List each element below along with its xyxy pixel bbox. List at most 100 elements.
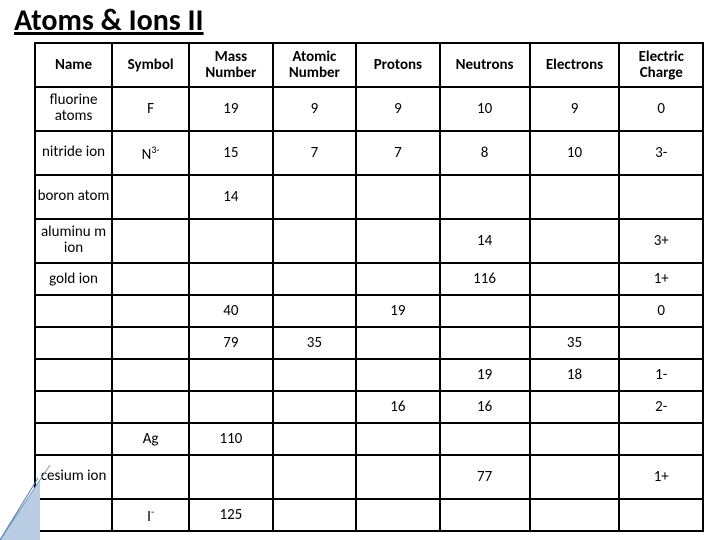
table-cell: 3-	[619, 131, 703, 175]
table-cell	[112, 219, 189, 263]
table-cell	[530, 219, 620, 263]
table-cell: Ag	[112, 423, 189, 455]
table-row: 793535	[35, 327, 703, 359]
table-cell: 16	[356, 391, 440, 423]
table-cell: 3+	[619, 219, 703, 263]
table-cell	[356, 219, 440, 263]
table-row: I-125	[35, 499, 703, 531]
table-cell: 1+	[619, 263, 703, 295]
table-cell	[273, 455, 357, 499]
table-cell	[273, 295, 357, 327]
table-cell: 125	[189, 499, 273, 531]
table-cell: 19	[440, 359, 530, 391]
table-cell	[530, 499, 620, 531]
table-cell: 110	[189, 423, 273, 455]
table-cell: nitride ion	[35, 131, 112, 175]
table-cell	[619, 423, 703, 455]
atoms-ions-table: NameSymbolMassNumberAtomicNumberProtonsN…	[34, 42, 704, 532]
table-cell	[530, 455, 620, 499]
table-cell	[189, 391, 273, 423]
col-header: MassNumber	[189, 43, 273, 87]
table-cell: 7	[273, 131, 357, 175]
table-cell	[273, 263, 357, 295]
table-cell	[273, 499, 357, 531]
table-cell: 116	[440, 263, 530, 295]
table-row: aluminu m ion143+	[35, 219, 703, 263]
table-cell: 9	[356, 87, 440, 131]
table-cell: boron atom	[35, 175, 112, 219]
table-cell: I-	[112, 499, 189, 531]
table-cell	[440, 295, 530, 327]
table-cell: 18	[530, 359, 620, 391]
table-cell	[112, 263, 189, 295]
table-cell	[440, 499, 530, 531]
table-cell: 10	[440, 87, 530, 131]
table-cell: 7	[356, 131, 440, 175]
table-row: gold ion1161+	[35, 263, 703, 295]
table-row: Ag110	[35, 423, 703, 455]
table-cell: F	[112, 87, 189, 131]
table-cell: 35	[530, 327, 620, 359]
table-header-row: NameSymbolMassNumberAtomicNumberProtonsN…	[35, 43, 703, 87]
table-cell	[356, 359, 440, 391]
table-cell: fluorine atoms	[35, 87, 112, 131]
col-header: AtomicNumber	[273, 43, 357, 87]
table-cell	[112, 391, 189, 423]
table-cell	[35, 423, 112, 455]
table-cell	[112, 295, 189, 327]
page-title: Atoms & Ions II	[14, 2, 204, 39]
table-cell	[35, 499, 112, 531]
table-cell: 10	[530, 131, 620, 175]
col-header: Symbol	[112, 43, 189, 87]
table-cell: 15	[189, 131, 273, 175]
table-cell	[273, 359, 357, 391]
table-row: nitride ionN3-15778103-	[35, 131, 703, 175]
col-header: Neutrons	[440, 43, 530, 87]
table-cell	[356, 327, 440, 359]
table-row: 16162-	[35, 391, 703, 423]
table-cell: 1-	[619, 359, 703, 391]
col-header: Protons	[356, 43, 440, 87]
table-row: cesium ion 77 1+	[35, 455, 703, 499]
col-header: ElectricCharge	[619, 43, 703, 87]
table-cell	[530, 423, 620, 455]
table-cell	[112, 359, 189, 391]
table-cell: 8	[440, 131, 530, 175]
table-cell	[35, 391, 112, 423]
table-cell: 14	[440, 219, 530, 263]
table-cell: cesium ion	[35, 455, 112, 499]
table-cell	[356, 499, 440, 531]
table-cell	[356, 423, 440, 455]
table-cell	[619, 327, 703, 359]
table-cell	[356, 455, 440, 499]
table-cell: N3-	[112, 131, 189, 175]
table-row: 40190	[35, 295, 703, 327]
table-cell	[530, 391, 620, 423]
table-cell	[530, 175, 620, 219]
table-cell: 19	[189, 87, 273, 131]
table-cell	[530, 263, 620, 295]
table-row: 19181-	[35, 359, 703, 391]
table-cell: 77	[440, 455, 530, 499]
table-cell	[440, 327, 530, 359]
table-cell: 14	[189, 175, 273, 219]
table-cell	[189, 219, 273, 263]
table-container: NameSymbolMassNumberAtomicNumberProtonsN…	[34, 42, 704, 532]
table-cell	[273, 175, 357, 219]
table-cell: 1+	[619, 455, 703, 499]
table-cell	[112, 327, 189, 359]
table-cell: 9	[273, 87, 357, 131]
table-cell	[356, 175, 440, 219]
table-cell	[273, 391, 357, 423]
col-header: Electrons	[530, 43, 620, 87]
table-cell: 9	[530, 87, 620, 131]
table-cell: 35	[273, 327, 357, 359]
table-cell	[35, 327, 112, 359]
table-cell: 79	[189, 327, 273, 359]
table-cell	[35, 359, 112, 391]
table-row: boron atom 14	[35, 175, 703, 219]
table-cell	[189, 359, 273, 391]
table-cell	[619, 499, 703, 531]
table-cell	[530, 295, 620, 327]
table-cell	[189, 263, 273, 295]
